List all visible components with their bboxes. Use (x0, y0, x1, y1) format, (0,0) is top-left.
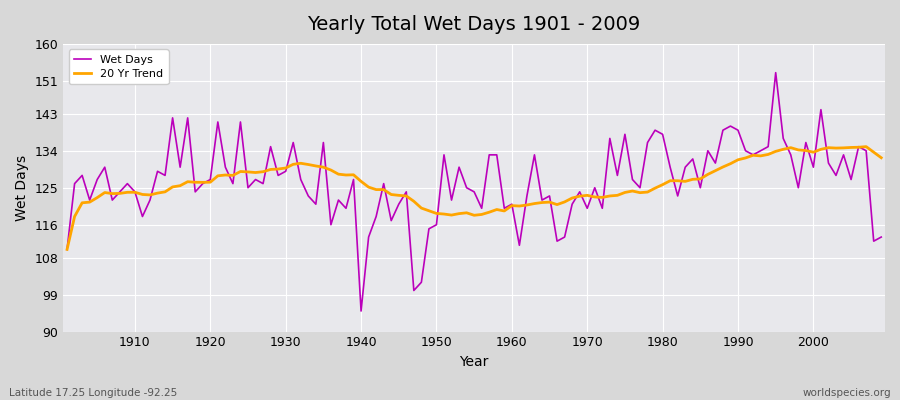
20 Yr Trend (333, 172, 344, 176)
Wet Days (288, 140, 299, 145)
20 Yr Trend (860, 144, 871, 149)
20 Yr Trend (507, 203, 517, 208)
20 Yr Trend (597, 195, 608, 200)
Line: 20 Yr Trend: 20 Yr Trend (68, 147, 881, 249)
Wet Days (605, 136, 616, 141)
Title: Yearly Total Wet Days 1901 - 2009: Yearly Total Wet Days 1901 - 2009 (308, 15, 641, 34)
20 Yr Trend (288, 162, 299, 167)
Line: Wet Days: Wet Days (68, 73, 881, 311)
Wet Days (507, 202, 517, 206)
Legend: Wet Days, 20 Yr Trend: Wet Days, 20 Yr Trend (68, 50, 168, 84)
20 Yr Trend (876, 155, 886, 160)
Text: Latitude 17.25 Longitude -92.25: Latitude 17.25 Longitude -92.25 (9, 388, 177, 398)
Y-axis label: Wet Days: Wet Days (15, 155, 29, 221)
Wet Days (876, 235, 886, 240)
Wet Days (770, 70, 781, 75)
20 Yr Trend (62, 247, 73, 252)
Text: worldspecies.org: worldspecies.org (803, 388, 891, 398)
20 Yr Trend (499, 208, 509, 213)
Wet Days (356, 309, 366, 314)
Wet Days (514, 243, 525, 248)
Wet Days (122, 181, 133, 186)
20 Yr Trend (122, 190, 133, 195)
Wet Days (333, 198, 344, 202)
X-axis label: Year: Year (460, 355, 489, 369)
Wet Days (62, 247, 73, 252)
